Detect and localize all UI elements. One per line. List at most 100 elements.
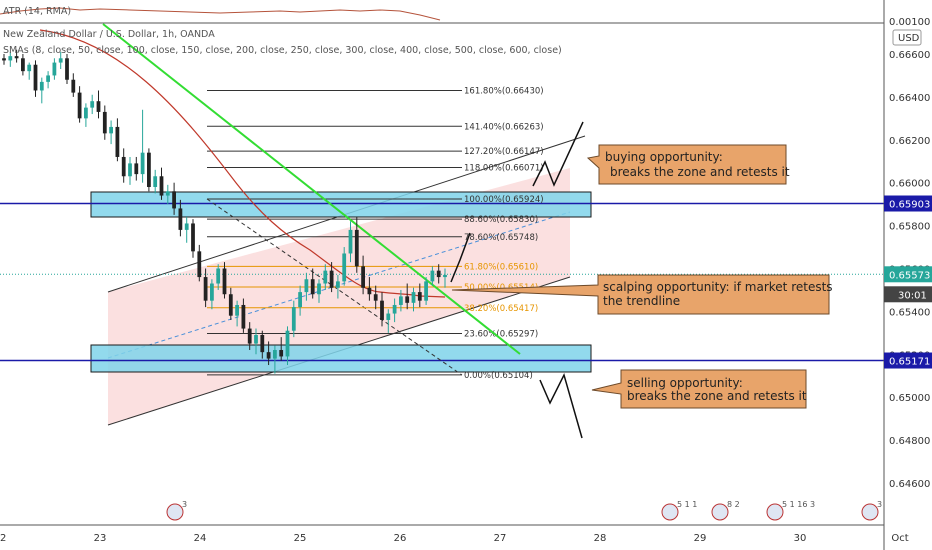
y-tick-label: 0.64600 bbox=[889, 479, 930, 490]
candle-body bbox=[266, 352, 271, 359]
candle-body bbox=[27, 64, 32, 72]
selling-callout[interactable]: selling opportunity: breaks the zone and… bbox=[591, 369, 807, 409]
candle-body bbox=[399, 296, 403, 305]
candle-body bbox=[33, 64, 38, 91]
candle-body bbox=[241, 304, 246, 329]
candle-body bbox=[443, 274, 447, 278]
trendlines[interactable] bbox=[39, 23, 521, 355]
candle-body bbox=[203, 277, 208, 301]
candle-body bbox=[96, 101, 101, 112]
event-count: 8 2 bbox=[727, 500, 740, 509]
callout-box bbox=[586, 144, 787, 185]
candle-body bbox=[424, 281, 428, 301]
currency-button[interactable]: USD bbox=[892, 29, 922, 46]
event-count: 5 1 16 3 bbox=[782, 500, 815, 509]
candle-body bbox=[140, 152, 145, 175]
callout-box bbox=[451, 274, 830, 315]
candle-body bbox=[216, 268, 221, 284]
regression-channel[interactable] bbox=[107, 135, 586, 426]
candle-body bbox=[304, 279, 309, 293]
price-badge-label: 0.65573 bbox=[889, 270, 930, 281]
candle-body bbox=[52, 62, 57, 76]
candle-body bbox=[380, 300, 384, 320]
x-tick-label: 26 bbox=[394, 533, 407, 544]
candle-body bbox=[8, 56, 13, 61]
y-tick-label: 0.66400 bbox=[889, 93, 930, 104]
economic-events[interactable]: 35 1 18 25 1 16 33 4 110 bbox=[166, 500, 932, 521]
candle-body bbox=[254, 334, 258, 344]
candle-body bbox=[77, 92, 82, 119]
y-tick-label: 0.66000 bbox=[889, 179, 930, 190]
candle-body bbox=[417, 292, 422, 301]
fib-level-label: 118.00%(0.66071) bbox=[464, 163, 544, 173]
scalp-projection-arrow bbox=[450, 232, 471, 283]
candle-body bbox=[354, 229, 359, 267]
event-flag-icon bbox=[711, 503, 729, 521]
symbol-title: New Zealand Dollar / U.S. Dollar, 1h, OA… bbox=[3, 29, 215, 40]
candle-body bbox=[222, 268, 227, 295]
candle-body bbox=[279, 350, 284, 357]
candle-body bbox=[291, 307, 296, 331]
candle-body bbox=[71, 79, 76, 93]
candle-body bbox=[58, 58, 63, 63]
candle-body bbox=[178, 208, 183, 230]
fib-level-label: 141.40%(0.66263) bbox=[464, 122, 544, 132]
candle-body bbox=[39, 81, 44, 91]
candle-body bbox=[102, 111, 107, 134]
horizontal-levels[interactable] bbox=[0, 202, 884, 362]
price-badge-label: 0.65171 bbox=[889, 357, 930, 368]
atr-axis-value: 0.00100 bbox=[889, 17, 930, 28]
x-tick-labels: 222324252627282930Oct2 bbox=[0, 533, 909, 544]
candle-body bbox=[109, 126, 113, 134]
price-badge-label: 0.65903 bbox=[889, 200, 930, 211]
candle-body bbox=[392, 304, 397, 314]
candle-body bbox=[361, 266, 365, 288]
event-flag-icon bbox=[861, 503, 879, 521]
countdown-label: 30:01 bbox=[898, 290, 927, 301]
candle-body bbox=[405, 296, 410, 303]
event-count: 3 bbox=[182, 500, 187, 509]
candle-body bbox=[436, 270, 441, 278]
candle-body bbox=[310, 279, 315, 295]
projection-arrows[interactable] bbox=[450, 121, 584, 439]
x-tick-label: 24 bbox=[194, 533, 207, 544]
callout-line-2: breaks the zone and retests it bbox=[610, 165, 790, 179]
x-tick-label: 30 bbox=[794, 533, 807, 544]
channel-mid-line bbox=[107, 211, 571, 359]
candle-body bbox=[2, 58, 6, 61]
candle-body bbox=[65, 58, 69, 80]
y-tick-label: 0.64800 bbox=[889, 436, 930, 447]
y-tick-label: 0.66600 bbox=[889, 50, 930, 61]
candle-body bbox=[273, 350, 277, 359]
scalping-callout[interactable]: scalping opportunity: if market retests … bbox=[451, 274, 833, 315]
candle-body bbox=[386, 313, 391, 320]
x-tick-label: 27 bbox=[494, 533, 507, 544]
fib-level-label: 38.20%(0.65417) bbox=[464, 304, 538, 314]
candles bbox=[2, 49, 447, 374]
moving-average-line bbox=[39, 29, 446, 298]
x-tick-label: 22 bbox=[0, 533, 6, 544]
candle-body bbox=[134, 163, 139, 175]
candle-body bbox=[165, 191, 170, 196]
candle-body bbox=[197, 251, 202, 278]
candle-body bbox=[184, 223, 189, 230]
buying-callout[interactable]: buying opportunity: breaks the zone and … bbox=[586, 144, 790, 185]
candle-body bbox=[348, 229, 353, 254]
candle-body bbox=[336, 281, 340, 288]
time-axis[interactable]: 222324252627282930Oct2 bbox=[0, 524, 932, 544]
atr-label: ATR (14, RMA) bbox=[3, 6, 71, 17]
candle-body bbox=[235, 304, 239, 316]
atr-line bbox=[0, 7, 441, 21]
price-axis[interactable]: 0.00100 USD 0.66600 0.66400 0.66200 0.66000… bbox=[883, 0, 932, 550]
candle-body bbox=[46, 75, 50, 82]
y-tick-label: 0.66200 bbox=[889, 136, 930, 147]
y-tick-label: 0.65400 bbox=[889, 307, 930, 318]
y-tick-label: 0.65000 bbox=[889, 393, 930, 404]
candle-body bbox=[298, 292, 302, 308]
candle-body bbox=[411, 292, 416, 303]
candle-body bbox=[14, 56, 19, 59]
candle-body bbox=[153, 176, 158, 187]
x-tick-label: 29 bbox=[694, 533, 707, 544]
candle-body bbox=[317, 283, 321, 295]
